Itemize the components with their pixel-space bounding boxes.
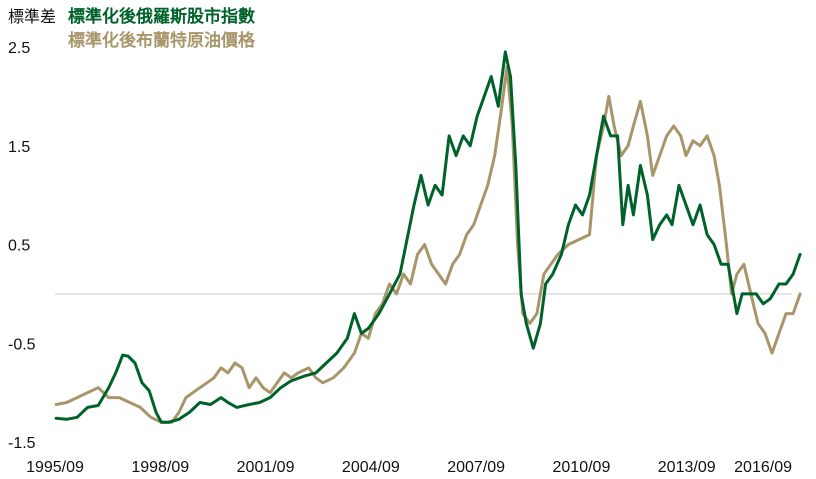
series-line-brent-oil-price xyxy=(54,65,802,424)
y-tick-label: -0.5 xyxy=(8,336,36,353)
x-tick-label: 2016/09 xyxy=(734,459,792,476)
series-layer xyxy=(54,50,802,424)
x-tick-label: 1995/09 xyxy=(26,459,84,476)
y-tick-label: 2.5 xyxy=(8,40,30,57)
x-tick-label: 2004/09 xyxy=(342,459,400,476)
legend-entry-brent-oil-price: 標準化後布蘭特原油價格 xyxy=(68,30,256,50)
x-tick-label: 2007/09 xyxy=(447,459,505,476)
y-axis-label: 標準差 xyxy=(8,8,56,26)
legend-entry-russia-stock-index: 標準化後俄羅斯股市指數 xyxy=(68,6,255,26)
series-line-russia-stock-index xyxy=(54,50,802,424)
x-tick-label: 2010/09 xyxy=(553,459,611,476)
x-tick-label: 2013/09 xyxy=(658,459,716,476)
y-tick-label: 1.5 xyxy=(8,139,30,156)
y-tick-label: -1.5 xyxy=(8,435,36,452)
y-axis-ticks: 2.5 1.5 0.5 -0.5 -1.5 xyxy=(8,40,36,452)
x-axis-ticks: 1995/09 1998/09 2001/09 2004/09 2007/09 2010/… xyxy=(26,459,792,476)
y-tick-label: 0.5 xyxy=(8,238,30,255)
legend: 標準化後俄羅斯股市指數 標準化後布蘭特原油價格 xyxy=(68,6,256,50)
x-tick-label: 1998/09 xyxy=(131,459,189,476)
x-tick-label: 2001/09 xyxy=(237,459,295,476)
